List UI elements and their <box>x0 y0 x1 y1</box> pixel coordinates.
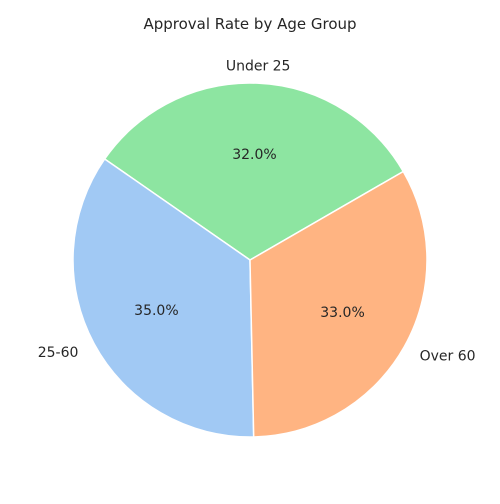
chart-title: Approval Rate by Age Group <box>143 15 356 33</box>
pie-slice-under-25 <box>103 82 405 261</box>
category-label-25-60: 25-60 <box>38 345 79 361</box>
pie-labels: Under 25 32.0% 25-60 35.0% Over 60 33.0% <box>38 58 476 364</box>
percent-label-under-25: 32.0% <box>232 147 276 163</box>
percent-label-25-60: 35.0% <box>134 303 178 319</box>
pie-slice-25-60 <box>72 157 255 438</box>
category-label-under-25: Under 25 <box>226 58 291 74</box>
category-label-over-60: Over 60 <box>420 349 476 365</box>
pie-slice-over-60 <box>249 170 428 438</box>
percent-label-over-60: 33.0% <box>320 305 364 321</box>
pie-slices <box>72 82 428 438</box>
